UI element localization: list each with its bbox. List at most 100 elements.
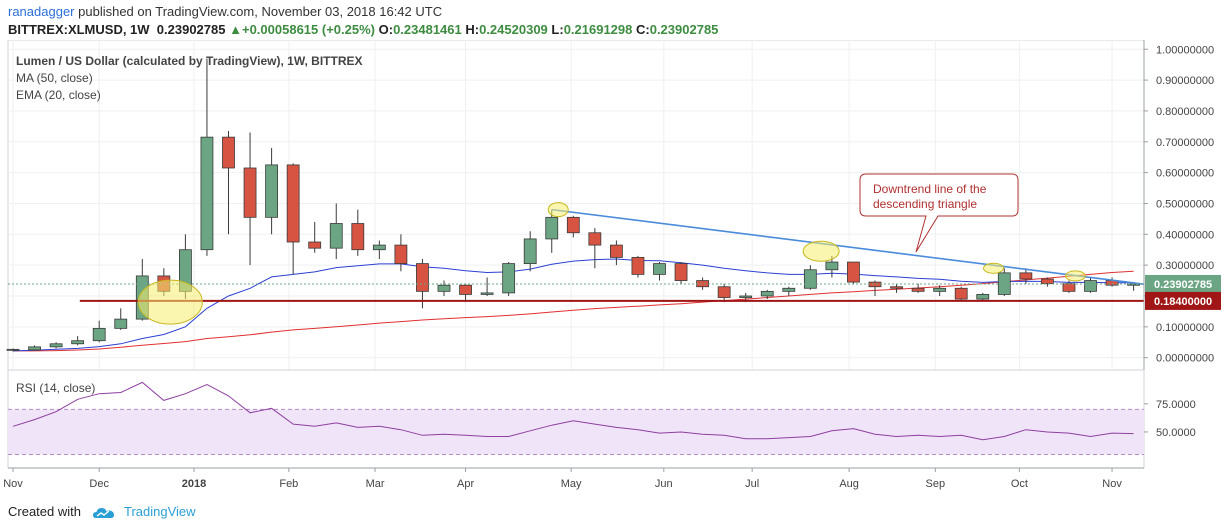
tradingview-brand-link[interactable]: TradingView — [124, 504, 196, 519]
candle — [6, 348, 20, 352]
candle-body — [286, 164, 300, 243]
price-tick-label: 1.00000000 — [1156, 44, 1214, 56]
candle — [610, 240, 623, 266]
candle — [71, 336, 85, 346]
rsi-tick-label: 75.0000 — [1156, 399, 1196, 411]
candle — [631, 255, 645, 278]
ma-line — [13, 270, 1134, 352]
candle — [717, 283, 731, 303]
candle-body — [760, 290, 774, 297]
candle-body — [49, 343, 63, 348]
candle-body — [847, 261, 860, 283]
price-tick-label: 0.00000000 — [1156, 353, 1214, 365]
candle-body — [1019, 272, 1033, 280]
ema-line — [12, 258, 1134, 352]
time-tick-label: Dec — [89, 478, 109, 490]
candle — [329, 203, 343, 259]
publisher-name[interactable]: ranadagger — [8, 4, 75, 19]
low-value: 0.21691298 — [563, 22, 633, 37]
candle-body — [825, 261, 839, 271]
candle — [674, 262, 688, 284]
candle — [308, 221, 322, 253]
change-arrow-icon: ▲ — [229, 22, 242, 37]
price-axis[interactable]: 0.000000000.100000000.200000000.30000000… — [1143, 40, 1221, 468]
close-value: 0.23902785 — [649, 22, 719, 37]
ema-line-group — [13, 270, 1134, 352]
candle — [480, 277, 494, 296]
candle — [459, 283, 472, 303]
candle-body — [502, 263, 516, 294]
annotation-line-1: Downtrend line of the — [873, 182, 987, 196]
footer: Created with TradingView — [8, 504, 196, 519]
candle-body — [416, 263, 429, 292]
time-tick-label: Apr — [457, 478, 474, 490]
price-tick-label: 0.60000000 — [1156, 168, 1214, 180]
open-label: O: — [378, 22, 394, 37]
candle — [200, 58, 214, 256]
time-tick-label: Nov — [3, 478, 23, 490]
candle-body — [480, 292, 494, 295]
candle-body — [739, 295, 753, 298]
price-tick-label: 0.10000000 — [1156, 322, 1214, 334]
candle-body — [1041, 278, 1054, 285]
candle-body — [976, 294, 990, 300]
main-pane[interactable]: Lumen / US Dollar (calculated by Trading… — [6, 40, 1145, 371]
candle-body — [308, 241, 322, 249]
rsi-tick-label: 50.0000 — [1156, 427, 1196, 439]
candle — [114, 308, 128, 330]
highlight-ellipse — [137, 279, 203, 325]
candle — [847, 261, 860, 284]
ma-legend-label: MA (50, close) — [16, 71, 93, 85]
time-tick-label: Jul — [745, 478, 759, 490]
candle-body — [868, 281, 882, 288]
candle — [653, 262, 666, 281]
highlight-ellipse — [802, 240, 840, 262]
candle — [523, 231, 537, 272]
candle-body — [243, 167, 257, 218]
price-tick-label: 0.70000000 — [1156, 137, 1214, 149]
current-price-tag-text: 0.23902785 — [1154, 279, 1212, 291]
annotation-line-2: descending triangle — [873, 197, 977, 211]
rsi-band-fill — [8, 409, 1144, 455]
time-tick-label: Feb — [279, 478, 298, 490]
candle-body — [566, 216, 580, 234]
candle — [1041, 277, 1054, 287]
candle — [437, 280, 451, 296]
candle-body — [653, 263, 666, 275]
candle-body — [890, 286, 903, 289]
candle — [394, 234, 408, 272]
candle — [28, 345, 41, 351]
main-grid — [8, 40, 1144, 370]
candle — [933, 285, 947, 296]
candle — [222, 130, 235, 235]
highlight-ellipse — [1064, 270, 1086, 282]
annotation-callout[interactable]: Downtrend line of the descending triangl… — [859, 173, 1019, 253]
rsi-line — [12, 381, 1134, 441]
support-price-tag-bg — [1145, 291, 1221, 310]
high-value: 0.24520309 — [479, 22, 548, 37]
rsi-axis: 75.0000 50.0000 — [1144, 399, 1196, 439]
candle-body — [782, 287, 796, 292]
price-tick-label: 0.30000000 — [1156, 260, 1214, 272]
candle-body — [1062, 283, 1076, 292]
candle — [911, 283, 925, 293]
drawings-group — [8, 202, 1145, 325]
annotation-bubble — [859, 173, 1019, 253]
candle-body — [933, 287, 947, 292]
candle-body — [610, 244, 623, 258]
candle — [92, 320, 106, 343]
rsi-pane[interactable]: RSI (14, close) — [7, 369, 1145, 469]
low-label: L: — [551, 22, 564, 37]
price-tick-label: 0.80000000 — [1156, 106, 1214, 118]
price-chart[interactable]: Lumen / US Dollar (calculated by Trading… — [0, 40, 1226, 500]
published-text: published on TradingView.com, November 0… — [78, 4, 443, 19]
high-label: H: — [465, 22, 480, 37]
time-axis[interactable]: Nov Dec 2018 Feb Mar Apr May Jun Jul Aug Sep Oct Nov — [3, 467, 1144, 490]
price-tick-label: 0.90000000 — [1156, 75, 1214, 87]
candle — [49, 342, 63, 349]
time-tick-label: Mar — [366, 478, 385, 490]
candle-body — [28, 346, 41, 351]
candle — [265, 147, 279, 235]
candle — [243, 132, 257, 266]
candle — [954, 286, 968, 301]
